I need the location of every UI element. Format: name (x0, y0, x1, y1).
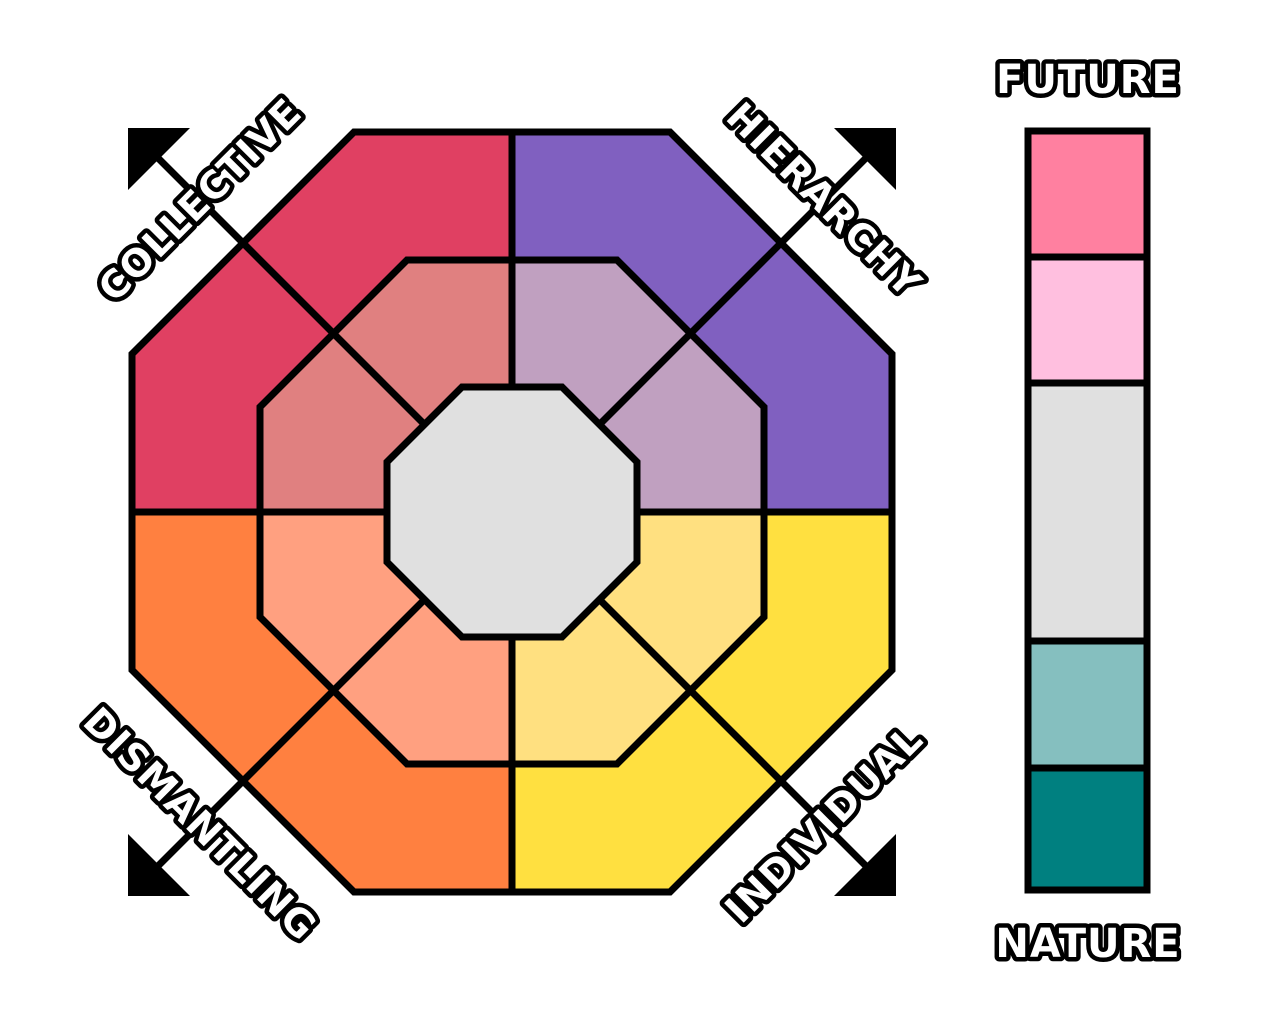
center-octagon (383, 383, 641, 641)
arrow-top-right-icon (834, 128, 896, 190)
legend-swatch-2 (1024, 253, 1151, 387)
legend-swatch-1 (1024, 127, 1151, 261)
arrow-top-left-icon (128, 128, 190, 190)
legend-swatch-3 (1024, 379, 1151, 645)
legend-swatch-5 (1024, 764, 1151, 894)
arrow-bottom-right-icon (834, 834, 896, 896)
legend-label-future: FUTURE (996, 57, 1180, 103)
outer-octagon-outline (128, 128, 896, 896)
legend-bar (1024, 127, 1151, 894)
legend-label-nature: NATURE (995, 921, 1180, 967)
legend-swatch-4 (1024, 637, 1151, 772)
arrow-bottom-left-icon (128, 834, 190, 896)
middle-octagon-outline (256, 256, 768, 768)
